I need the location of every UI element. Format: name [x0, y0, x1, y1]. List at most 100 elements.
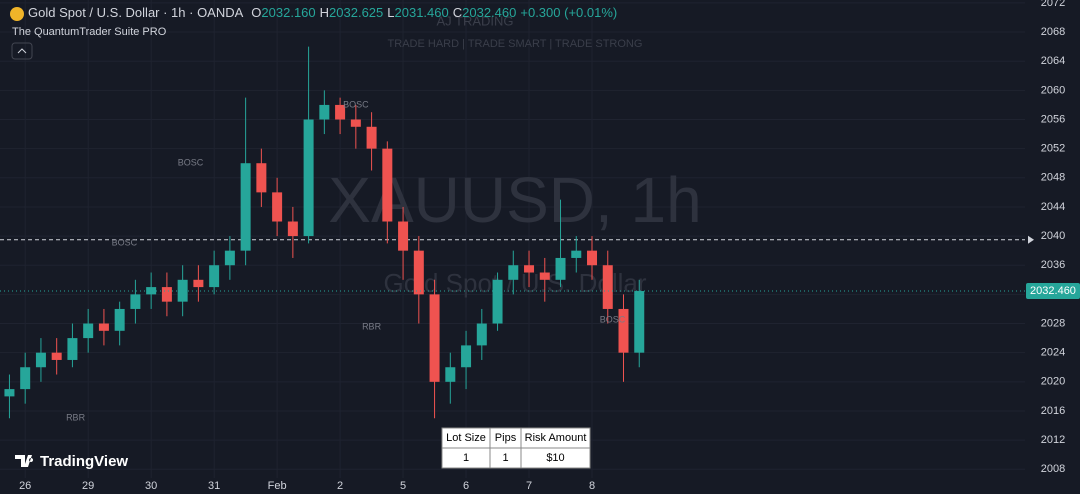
candle-body: [571, 250, 582, 258]
candle-body: [382, 148, 393, 222]
candle-body: [224, 250, 235, 266]
candle-body: [602, 265, 613, 309]
y-tick-label: 2036: [1041, 259, 1065, 271]
y-tick-label: 2064: [1041, 55, 1065, 67]
candle-body: [98, 323, 109, 331]
pattern-label: BOSC: [178, 158, 204, 168]
chart-title: Gold Spot / U.S. Dollar · 1h · OANDA: [28, 5, 244, 20]
candle-body: [476, 323, 487, 346]
candle-body: [555, 257, 566, 280]
y-tick-label: 2016: [1041, 405, 1065, 417]
candle-body: [256, 163, 267, 193]
change: +0.300 (+0.01%): [520, 5, 617, 20]
collapse-button[interactable]: [11, 42, 33, 60]
ohlc-key: H: [320, 5, 329, 20]
last-price-label: 2032.460: [1030, 285, 1076, 297]
candle-body: [20, 367, 31, 390]
candle-body: [634, 291, 645, 353]
candle-body: [287, 221, 298, 237]
candle-body: [587, 250, 598, 266]
y-tick-label: 2024: [1041, 347, 1065, 359]
brand: TradingView: [40, 453, 128, 470]
candle-body: [445, 367, 456, 382]
x-tick-label: Feb: [268, 480, 287, 492]
header: Gold Spot / U.S. Dollar · 1h · OANDA O203…: [28, 5, 617, 20]
ohlc-key: C: [453, 5, 462, 20]
candle-body: [398, 221, 409, 251]
candle-body: [335, 104, 346, 120]
watermark: AJ TRADING: [436, 13, 513, 28]
x-tick-label: 7: [526, 480, 532, 492]
y-tick-label: 2040: [1041, 230, 1065, 242]
y-tick-label: 2072: [1041, 0, 1065, 9]
table-header: Pips: [495, 432, 517, 444]
x-tick-label: 31: [208, 480, 220, 492]
table-value: 1: [502, 452, 508, 464]
candle-body: [83, 323, 94, 339]
y-tick-label: 2060: [1041, 84, 1065, 96]
candle-body: [130, 294, 141, 309]
candle-body: [429, 294, 440, 382]
candle-body: [618, 308, 629, 353]
x-tick-label: 2: [337, 480, 343, 492]
subtitle: The QuantumTrader Suite PRO: [12, 26, 167, 38]
candle-body: [51, 352, 62, 360]
reference-arrow: [1028, 235, 1034, 244]
candle-body: [492, 279, 503, 324]
ohlc-value: 2032.160: [261, 5, 315, 20]
pattern-label: RBR: [66, 413, 86, 423]
candle-body: [303, 119, 314, 237]
symbol-icon: [10, 7, 24, 21]
watermark: TRADE HARD | TRADE SMART | TRADE STRONG: [388, 38, 643, 50]
candle-body: [319, 104, 330, 120]
ohlc-value: 2032.625: [329, 5, 383, 20]
table-cell: [520, 447, 591, 469]
ohlc-value: 2031.460: [395, 5, 449, 20]
table-value: $10: [546, 452, 564, 464]
y-tick-label: 2048: [1041, 172, 1065, 184]
candle-body: [350, 119, 361, 127]
last-price-badge: [1026, 283, 1080, 300]
table-header: Risk Amount: [525, 432, 587, 444]
pattern-label: BOSC: [343, 99, 369, 109]
table-header: Lot Size: [446, 432, 486, 444]
collapse-icon: [17, 48, 27, 54]
ohlc-value: 2032.460: [462, 5, 516, 20]
candle-body: [177, 279, 188, 302]
candle-body: [508, 265, 519, 280]
y-tick-label: 2020: [1041, 376, 1065, 388]
candle-body: [4, 389, 15, 397]
pattern-label: BOSC: [112, 238, 138, 248]
candle-body: [161, 287, 172, 302]
candle-body: [209, 265, 220, 288]
brand-logo: [15, 455, 34, 467]
y-tick-label: 2012: [1041, 434, 1065, 446]
candle-body: [272, 192, 283, 222]
candle-body: [366, 126, 377, 149]
x-tick-label: 8: [589, 480, 595, 492]
ohlc-key: O: [251, 5, 261, 20]
table-value: 1: [463, 452, 469, 464]
candle-body: [539, 272, 550, 280]
x-tick-label: 6: [463, 480, 469, 492]
y-tick-label: 2008: [1041, 463, 1065, 475]
y-tick-label: 2068: [1041, 26, 1065, 38]
x-tick-label: 30: [145, 480, 157, 492]
y-tick-label: 2028: [1041, 317, 1065, 329]
pattern-label: BOSC: [600, 314, 626, 324]
candle-body: [67, 338, 78, 360]
candle-body: [193, 279, 204, 288]
candle-body: [461, 345, 472, 368]
ohlc-key: L: [387, 5, 394, 20]
candle-body: [114, 308, 125, 331]
pattern-label: RBR: [362, 322, 382, 332]
candle-body: [524, 265, 535, 273]
candle-body: [146, 287, 157, 295]
y-tick-label: 2052: [1041, 143, 1065, 155]
candle-body: [240, 163, 251, 251]
x-tick-label: 29: [82, 480, 94, 492]
y-tick-label: 2044: [1041, 201, 1065, 213]
candle-body: [413, 250, 424, 295]
